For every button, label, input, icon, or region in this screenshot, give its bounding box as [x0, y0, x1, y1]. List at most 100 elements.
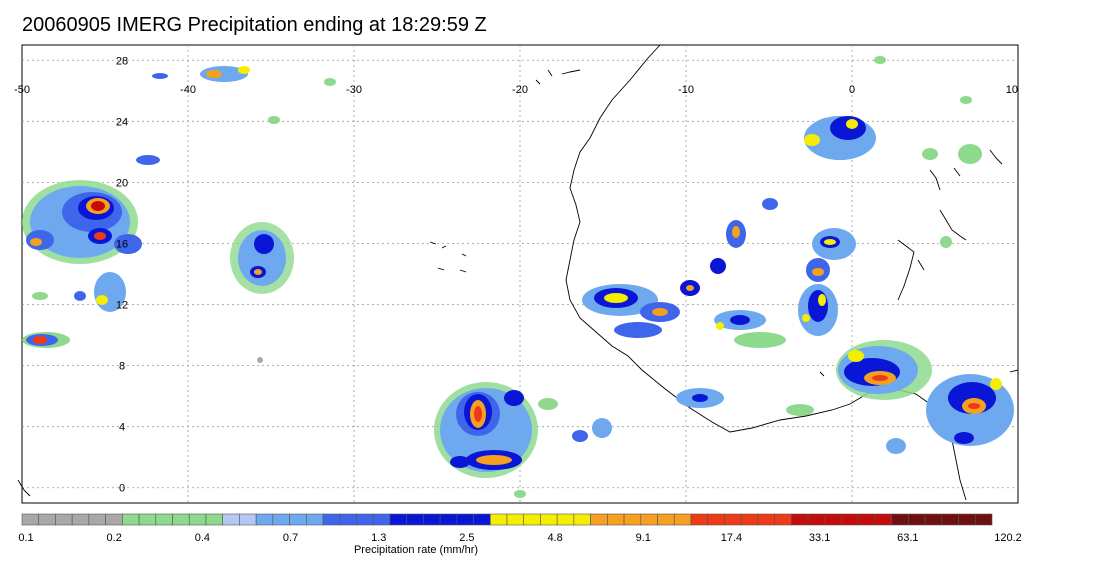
colorbar	[21, 513, 993, 526]
colorbar-tick-label: 0.7	[283, 532, 298, 544]
colorbar-cell	[239, 513, 257, 526]
colorbar-cell	[857, 513, 876, 526]
colorbar-cell	[891, 513, 909, 526]
colorbar-cell	[657, 513, 675, 526]
precip-cell-land-1	[582, 280, 700, 338]
colorbar-cell	[707, 513, 725, 526]
colorbar-cell	[941, 513, 959, 526]
colorbar-cell	[874, 513, 892, 526]
lon-label: -20	[512, 84, 528, 96]
colorbar-cell	[356, 513, 374, 526]
precip-cell-atlantic	[434, 382, 612, 478]
precip-layer	[22, 56, 1014, 498]
colorbar-cell	[958, 513, 976, 526]
colorbar-cell	[841, 513, 859, 526]
colorbar-cell	[640, 513, 658, 526]
lat-label: 24	[116, 116, 128, 128]
colorbar-cell	[339, 513, 357, 526]
colorbar-tick-label: 63.1	[897, 532, 918, 544]
colorbar-cell	[456, 513, 474, 526]
lon-label: -40	[180, 84, 196, 96]
colorbar-cell	[724, 513, 742, 526]
colorbar-cell	[155, 513, 173, 526]
colorbar-cell	[590, 513, 608, 526]
colorbar-cell	[205, 513, 223, 526]
colorbar-cell	[506, 513, 525, 526]
lat-label: 8	[119, 361, 125, 373]
lon-label: -50	[14, 84, 30, 96]
colorbar-cell	[556, 513, 575, 526]
colorbar-tick-label: 17.4	[721, 532, 742, 544]
colorbar-cell	[540, 513, 558, 526]
colorbar-cell	[573, 513, 591, 526]
precip-cell-land-2	[676, 198, 786, 408]
colorbar-cell	[774, 513, 792, 526]
colorbar-tick-labels: 0.1 0.2 0.4 0.7 1.3 2.5 4.8 9.1 17.4 33.1 63.1 120.…	[18, 532, 1021, 544]
page-title: 20060905 IMERG Precipitation ending at 1…	[22, 14, 487, 36]
latitude-labels: 28 24 20 16 12 8 4 0	[116, 55, 128, 494]
colorbar-cell	[423, 513, 441, 526]
colorbar-tick-label: 9.1	[636, 532, 651, 544]
colorbar-cell	[21, 513, 40, 526]
colorbar-cell	[71, 513, 90, 526]
colorbar-cell	[389, 513, 407, 526]
colorbar-tick-label: 33.1	[809, 532, 830, 544]
colorbar-cell	[807, 513, 826, 526]
colorbar-cell	[122, 513, 140, 526]
colorbar-tick-label: 1.3	[371, 532, 386, 544]
precip-cell-center	[230, 222, 294, 363]
colorbar-cell	[372, 513, 391, 526]
lat-label: 20	[116, 177, 128, 189]
precip-cell-land-4	[836, 340, 1014, 454]
colorbar-title: Precipitation rate (mm/hr)	[354, 544, 478, 556]
colorbar-cell	[824, 513, 842, 526]
colorbar-tick-label: 0.4	[195, 532, 210, 544]
lat-label: 4	[119, 422, 125, 434]
precip-cell-west-2	[22, 332, 70, 348]
colorbar-cell	[473, 513, 491, 526]
precip-cell-west-1	[22, 180, 142, 312]
colorbar-tick-label: 120.2	[994, 532, 1022, 544]
colorbar-cell	[105, 513, 123, 526]
colorbar-cell	[740, 513, 759, 526]
longitude-labels: -50 -40 -30 -20 -10 0 10	[14, 84, 1018, 96]
lon-label: 10	[1006, 84, 1018, 96]
lat-label: 16	[116, 238, 128, 250]
lon-label: 0	[849, 84, 855, 96]
lat-label: 12	[116, 300, 128, 312]
colorbar-cell	[607, 513, 625, 526]
colorbar-cell	[255, 513, 274, 526]
lon-label: -10	[678, 84, 694, 96]
colorbar-cell	[306, 513, 324, 526]
colorbar-cell	[523, 513, 541, 526]
colorbar-cell	[406, 513, 424, 526]
colorbar-cell	[757, 513, 775, 526]
colorbar-cell	[289, 513, 307, 526]
colorbar-cell	[690, 513, 708, 526]
lat-label: 0	[119, 483, 125, 495]
lon-label: -30	[346, 84, 362, 96]
colorbar-cell	[489, 513, 508, 526]
colorbar-cell	[673, 513, 692, 526]
colorbar-cell	[439, 513, 458, 526]
precip-cell-west-3	[136, 66, 250, 165]
colorbar-cell	[88, 513, 106, 526]
colorbar-cell	[38, 513, 56, 526]
colorbar-cell	[222, 513, 240, 526]
colorbar-tick-label: 0.2	[107, 532, 122, 544]
colorbar-tick-label: 2.5	[459, 532, 474, 544]
colorbar-cell	[172, 513, 190, 526]
colorbar-cell	[974, 513, 993, 526]
colorbar-cell	[138, 513, 157, 526]
colorbar-cell	[791, 513, 809, 526]
colorbar-cell	[188, 513, 207, 526]
colorbar-cell	[322, 513, 341, 526]
precip-cell-land-3	[798, 116, 876, 336]
colorbar-cell	[908, 513, 926, 526]
colorbar-cell	[623, 513, 642, 526]
colorbar-cell	[55, 513, 73, 526]
colorbar-tick-label: 4.8	[547, 532, 562, 544]
colorbar-tick-label: 0.1	[18, 532, 33, 544]
lat-label: 28	[116, 55, 128, 67]
